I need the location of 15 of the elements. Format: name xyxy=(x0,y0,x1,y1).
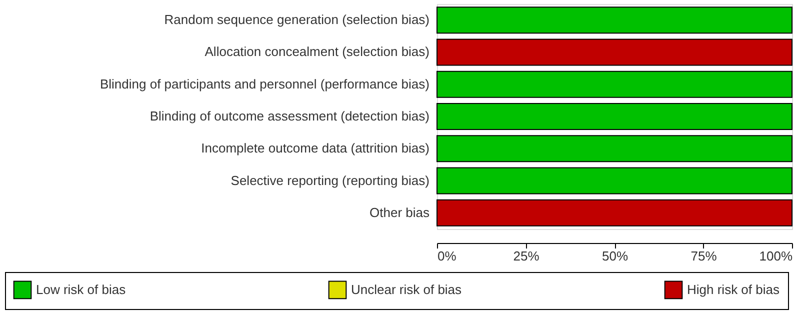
x-tick-label: 100% xyxy=(759,248,793,264)
x-tick-label: 0% xyxy=(438,248,457,264)
y-tick-label: Selective reporting (reporting bias) xyxy=(230,172,430,188)
y-tick-label: Allocation concealment (selection bias) xyxy=(204,44,430,60)
y-tick-label: Incomplete outcome data (attrition bias) xyxy=(201,140,430,156)
legend-label: Unclear risk of bias xyxy=(351,282,462,297)
y-tick-label: Blinding of outcome assessment (detection bias) xyxy=(150,108,430,124)
x-tick-label: 50% xyxy=(602,248,628,264)
x-tick-label: 75% xyxy=(690,248,718,264)
y-tick-label: Random sequence generation (selection bias) xyxy=(164,12,430,28)
x-tick-label: 25% xyxy=(513,248,540,264)
y-tick-label: Blinding of participants and personnel (performance bias) xyxy=(100,76,430,92)
legend-label: High risk of bias xyxy=(687,282,780,297)
y-tick-label: Other bias xyxy=(370,204,430,220)
legend-label: Low risk of bias xyxy=(36,282,126,297)
